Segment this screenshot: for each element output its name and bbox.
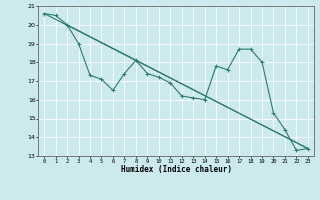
X-axis label: Humidex (Indice chaleur): Humidex (Indice chaleur) — [121, 165, 231, 174]
